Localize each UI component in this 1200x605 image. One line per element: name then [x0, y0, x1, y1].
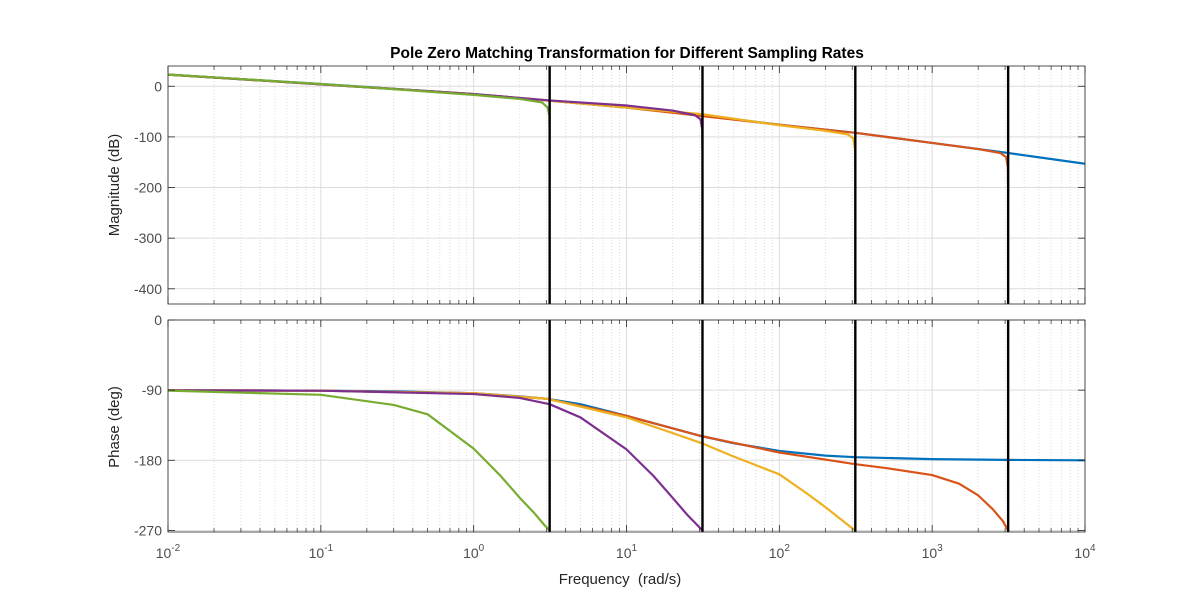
x-tick-label: 101	[616, 543, 638, 561]
magnitude-axes: 0 -100 -200 -300 -400	[134, 65, 1086, 305]
magnitude-y-axis-label: Magnitude (dB)	[106, 134, 123, 237]
x-axis-label: Frequency (rad/s)	[559, 571, 682, 588]
magnitude-y-tick-label: -200	[134, 180, 162, 196]
x-tick-label: 100	[463, 543, 485, 561]
phase-series-ts_1	[167, 389, 551, 532]
phase-y-axis-label: Phase (deg)	[106, 386, 123, 468]
x-tick-label: 103	[922, 543, 944, 561]
phase-y-tick-label: -270	[134, 522, 162, 538]
chart-title: Pole Zero Matching Transformation for Di…	[390, 45, 864, 62]
phase-series-ts_1e-1	[167, 389, 704, 532]
magnitude-y-tick-label: -400	[134, 281, 162, 297]
x-tick-label: 10-1	[309, 543, 334, 561]
magnitude-y-tick-label: -300	[134, 230, 162, 246]
x-tick-label: 10-2	[156, 543, 181, 561]
x-tick-label: 104	[1074, 543, 1096, 561]
phase-y-tick-label: 0	[154, 312, 162, 328]
phase-axes: 0 -90 -180 -270 10-2 10-1 100 101 102 103 104	[134, 312, 1096, 561]
magnitude-y-tick-label: 0	[154, 78, 162, 94]
magnitude-y-tick-label: -100	[134, 129, 162, 145]
x-tick-label: 102	[769, 543, 791, 561]
phase-y-tick-label: -180	[134, 452, 162, 468]
phase-y-tick-label: -90	[142, 382, 162, 398]
